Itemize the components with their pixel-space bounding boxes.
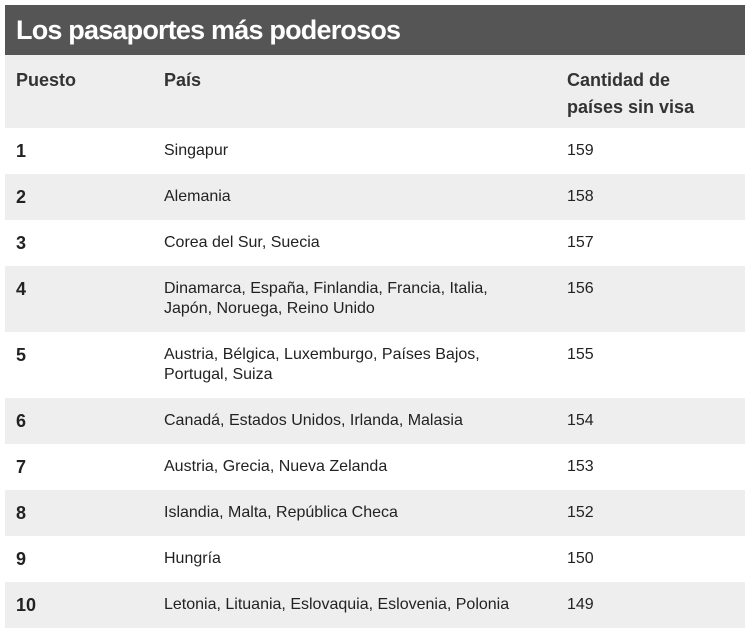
country-cell: Austria, Grecia, Nueva Zelanda bbox=[153, 444, 556, 490]
count-cell: 149 bbox=[556, 582, 745, 628]
country-cell: Letonia, Lituania, Eslovaquia, Eslovenia… bbox=[153, 582, 556, 628]
country-cell: Hungría bbox=[153, 536, 556, 582]
table: Puesto País Cantidad de países sin visa … bbox=[5, 55, 745, 628]
count-cell: 154 bbox=[556, 398, 745, 444]
country-cell: Canadá, Estados Unidos, Irlanda, Malasia bbox=[153, 398, 556, 444]
count-cell: 150 bbox=[556, 536, 745, 582]
header-row: Puesto País Cantidad de países sin visa bbox=[5, 55, 745, 128]
table-row: 10 Letonia, Lituania, Eslovaquia, Esloven… bbox=[5, 582, 745, 628]
column-header-text: Cantidad de países sin visa bbox=[567, 70, 695, 117]
table-row: 6 Canadá, Estados Unidos, Irlanda, Malasi… bbox=[5, 398, 745, 444]
table-row: 2 Alemania 158 bbox=[5, 174, 745, 220]
table-row: 7 Austria, Grecia, Nueva Zelanda 153 bbox=[5, 444, 745, 490]
count-cell: 159 bbox=[556, 128, 745, 174]
country-cell: Singapur bbox=[153, 128, 556, 174]
count-cell: 153 bbox=[556, 444, 745, 490]
rank-cell: 1 bbox=[5, 128, 153, 174]
rank-cell: 10 bbox=[5, 582, 153, 628]
table-row: 9 Hungría 150 bbox=[5, 536, 745, 582]
country-cell: Dinamarca, España, Finlandia, Francia, I… bbox=[153, 266, 556, 332]
passport-table: Los pasaportes más poderosos Puesto País… bbox=[5, 5, 745, 628]
country-cell: Islandia, Malta, República Checa bbox=[153, 490, 556, 536]
rank-cell: 4 bbox=[5, 266, 153, 332]
count-cell: 157 bbox=[556, 220, 745, 266]
rank-cell: 8 bbox=[5, 490, 153, 536]
count-cell: 158 bbox=[556, 174, 745, 220]
country-cell: Corea del Sur, Suecia bbox=[153, 220, 556, 266]
rank-cell: 7 bbox=[5, 444, 153, 490]
table-row: 3 Corea del Sur, Suecia 157 bbox=[5, 220, 745, 266]
count-cell: 155 bbox=[556, 332, 745, 398]
rank-cell: 2 bbox=[5, 174, 153, 220]
table-row: 1 Singapur 159 bbox=[5, 128, 745, 174]
table-title: Los pasaportes más poderosos bbox=[5, 5, 745, 55]
table-row: 4 Dinamarca, España, Finlandia, Francia, … bbox=[5, 266, 745, 332]
count-cell: 152 bbox=[556, 490, 745, 536]
table-row: 8 Islandia, Malta, República Checa 152 bbox=[5, 490, 745, 536]
table-row: 5 Austria, Bélgica, Luxemburgo, Países Ba… bbox=[5, 332, 745, 398]
column-header: Puesto bbox=[5, 55, 153, 128]
rank-cell: 6 bbox=[5, 398, 153, 444]
column-header: Cantidad de países sin visa bbox=[556, 55, 745, 128]
rank-cell: 3 bbox=[5, 220, 153, 266]
rank-cell: 5 bbox=[5, 332, 153, 398]
table-body: 1 Singapur 159 2 Alemania 158 3 Corea del Sur, … bbox=[5, 128, 745, 628]
country-cell: Austria, Bélgica, Luxemburgo, Países Baj… bbox=[153, 332, 556, 398]
country-cell: Alemania bbox=[153, 174, 556, 220]
rank-cell: 9 bbox=[5, 536, 153, 582]
column-header: País bbox=[153, 55, 556, 128]
count-cell: 156 bbox=[556, 266, 745, 332]
